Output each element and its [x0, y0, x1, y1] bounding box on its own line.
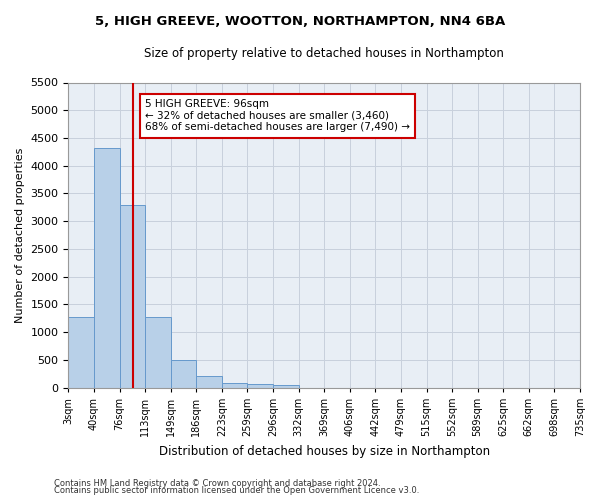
Text: Contains public sector information licensed under the Open Government Licence v3: Contains public sector information licen…	[54, 486, 419, 495]
X-axis label: Distribution of detached houses by size in Northampton: Distribution of detached houses by size …	[158, 444, 490, 458]
Bar	[94, 148, 119, 388]
Bar	[222, 382, 247, 388]
Y-axis label: Number of detached properties: Number of detached properties	[15, 148, 25, 323]
Bar	[68, 317, 94, 388]
Text: Contains HM Land Registry data © Crown copyright and database right 2024.: Contains HM Land Registry data © Crown c…	[54, 478, 380, 488]
Bar	[145, 316, 171, 388]
Bar	[196, 376, 222, 388]
Text: 5 HIGH GREEVE: 96sqm
← 32% of detached houses are smaller (3,460)
68% of semi-de: 5 HIGH GREEVE: 96sqm ← 32% of detached h…	[145, 99, 410, 132]
Bar	[119, 204, 145, 388]
Bar	[273, 385, 299, 388]
Bar	[171, 360, 196, 388]
Text: 5, HIGH GREEVE, WOOTTON, NORTHAMPTON, NN4 6BA: 5, HIGH GREEVE, WOOTTON, NORTHAMPTON, NN…	[95, 15, 505, 28]
Bar	[247, 384, 273, 388]
Title: Size of property relative to detached houses in Northampton: Size of property relative to detached ho…	[144, 48, 504, 60]
